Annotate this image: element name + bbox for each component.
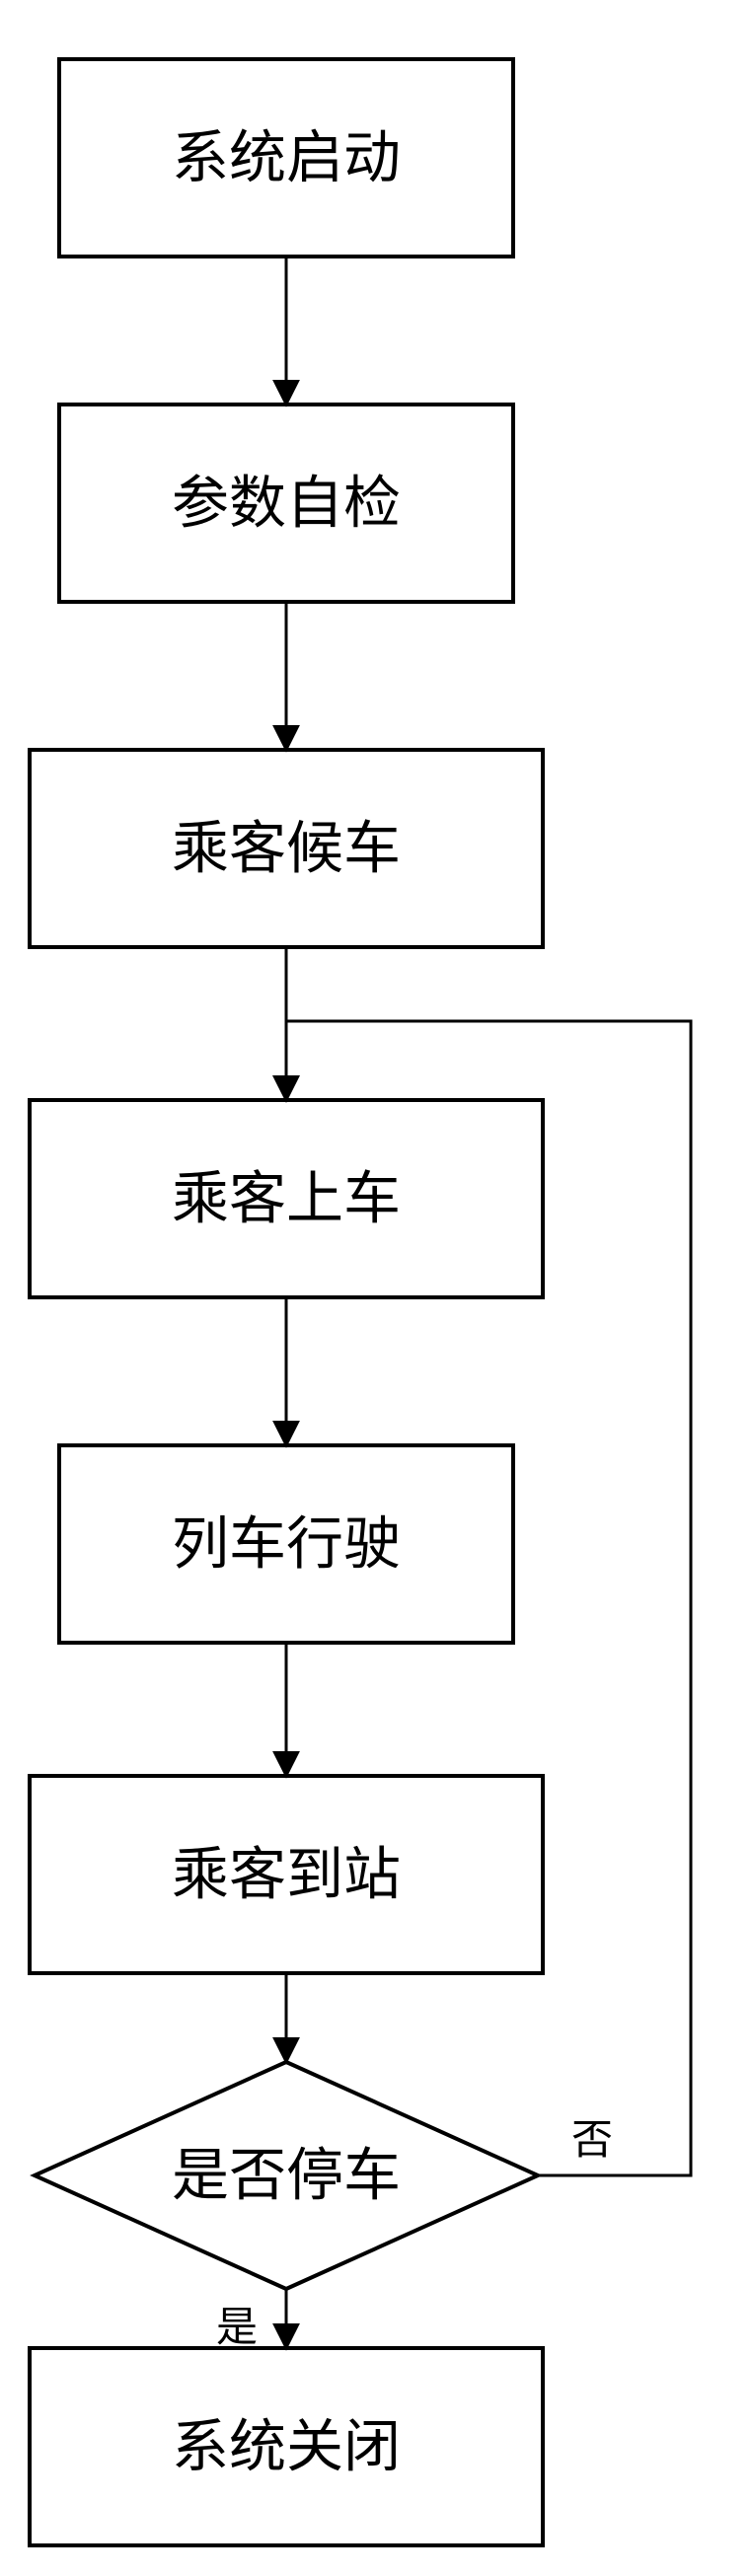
node-n7: 是否停车 [35, 2062, 538, 2289]
node-label: 参数自检 [172, 472, 401, 536]
node-n1: 系统启动 [59, 59, 513, 257]
node-label: 系统关闭 [172, 2415, 401, 2479]
node-n5: 列车行驶 [59, 1445, 513, 1643]
node-label: 列车行驶 [172, 1512, 401, 1577]
node-label: 乘客上车 [172, 1167, 401, 1231]
node-n6: 乘客到站 [30, 1776, 543, 1973]
edge-label: 否 [571, 2118, 613, 2164]
node-n3: 乘客候车 [30, 750, 543, 947]
flowchart-canvas: 系统启动参数自检乘客候车乘客上车列车行驶乘客到站是否停车系统关闭 是 否 [0, 0, 752, 2576]
node-label: 是否停车 [172, 2144, 401, 2208]
node-label: 乘客到站 [172, 1843, 401, 1907]
edge-n7-n8: 是 [216, 2289, 286, 2351]
node-n4: 乘客上车 [30, 1100, 543, 1297]
edge-label: 是 [216, 2306, 258, 2351]
node-n2: 参数自检 [59, 405, 513, 602]
node-label: 乘客候车 [172, 817, 401, 881]
node-n8: 系统关闭 [30, 2348, 543, 2545]
node-label: 系统启动 [172, 126, 401, 190]
